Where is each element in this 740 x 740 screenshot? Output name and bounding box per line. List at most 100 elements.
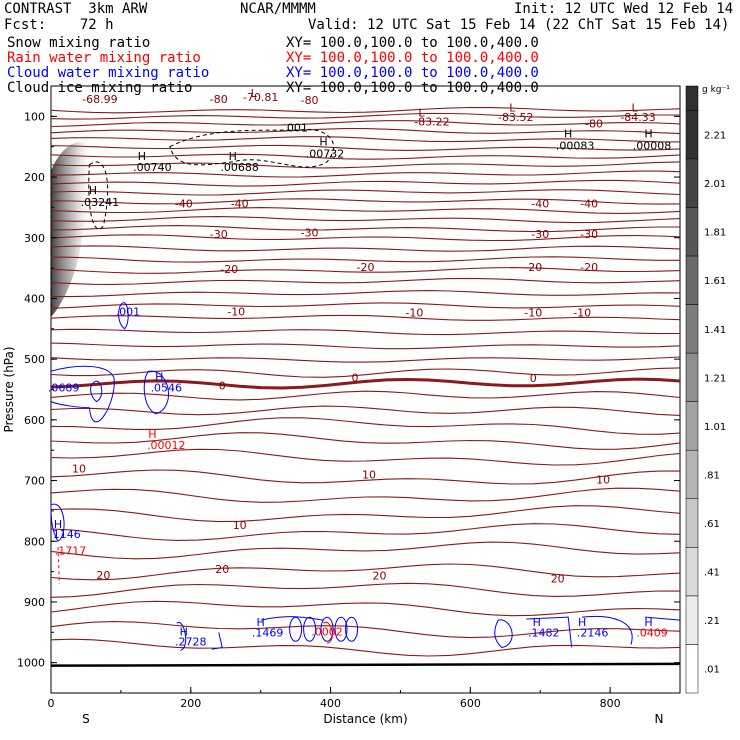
isotherm-line [50, 153, 681, 160]
isotherm-line [50, 189, 681, 196]
contour-label: 0 [352, 372, 359, 385]
cloud-water-contour [320, 616, 334, 642]
isotherm-line [50, 448, 681, 466]
isotherm-line [50, 638, 681, 657]
colorbar-label: 1.81 [704, 228, 726, 239]
isotherm-line [50, 314, 681, 321]
colorbar-label: .61 [704, 519, 720, 530]
contour-label: 10 [596, 474, 610, 487]
isotherm-line [50, 225, 680, 233]
contour-label: .001 [116, 305, 141, 318]
contour-label: L [418, 106, 425, 119]
contour-label: .00740 [133, 161, 172, 174]
isotherm-line [50, 277, 681, 285]
contour-label: 10 [233, 519, 247, 532]
isotherm-line [50, 432, 681, 450]
contour-label: -20 [580, 261, 598, 274]
x-axis-label: Distance (km) [323, 712, 407, 726]
colorbar-swatch [685, 449, 699, 500]
isotherm-line [50, 541, 681, 560]
colorbar-label: 1.21 [704, 373, 726, 384]
isotherm-line [50, 112, 680, 120]
contour-label: -20 [220, 263, 238, 276]
contour-label: -80 [585, 117, 603, 130]
contour-label: .0546 [151, 381, 183, 394]
colorbar-label: 1.01 [704, 422, 726, 433]
contour-label: -10 [524, 307, 542, 320]
isotherm-line [50, 621, 681, 639]
y-tick-label: 1000 [17, 657, 45, 670]
isotherm-line [50, 563, 681, 581]
contour-label: -84.33 [620, 111, 655, 124]
isotherm-line [50, 136, 681, 143]
isotherm-line [50, 179, 681, 187]
y-tick-label: 600 [24, 414, 45, 427]
contour-label: 20 [551, 573, 565, 586]
contour-label: 10 [72, 463, 86, 476]
contour-label: -40 [531, 197, 549, 210]
contour-label: -83.52 [498, 111, 533, 124]
contour-label: H [257, 616, 265, 629]
colorbar-label: 1.61 [704, 276, 726, 287]
contour-label: H [644, 128, 652, 141]
contour-label: -20 [357, 261, 375, 274]
cloud-water-contour [645, 616, 681, 621]
rain-contour [323, 621, 333, 644]
contour-label: -10 [227, 305, 245, 318]
cloud-water-contour [143, 370, 169, 415]
colorbar-swatch [685, 304, 699, 354]
cloud-water-contour [176, 622, 187, 651]
isotherm-line [50, 128, 681, 135]
y-axis-label: Pressure (hPa) [2, 346, 16, 432]
model-center: NCAR/MMMM [240, 1, 316, 17]
colorbar-label: 1.41 [704, 325, 726, 336]
colorbar-swatch [685, 547, 699, 597]
contour-label: 10 [362, 469, 376, 482]
contour-label: L [509, 101, 516, 114]
contour-label: H [533, 616, 541, 629]
contour-label: .1717 [55, 545, 87, 558]
contour-label: .1469 [252, 627, 284, 640]
contour-label: .00732 [306, 148, 345, 161]
isotherm-line [50, 161, 681, 169]
y-tick-label: 500 [24, 353, 45, 366]
contour-label: -10 [405, 307, 423, 320]
colorbar-label: .41 [704, 568, 720, 579]
contour-label: .2146 [577, 627, 609, 640]
cloud-water-contour [50, 365, 115, 423]
contour-label: 20 [372, 569, 386, 582]
contour-label: 20 [215, 563, 229, 576]
isotherm-line [50, 170, 681, 178]
colorbar-swatch [685, 498, 699, 548]
isotherm-line [50, 405, 681, 416]
contour-label: .1146 [49, 528, 81, 541]
contour-label: -80 [301, 94, 319, 107]
contour-label: L [632, 101, 639, 114]
contour-label: -40 [175, 197, 193, 210]
isotherm-line [50, 328, 681, 336]
x-tick-label: 0 [48, 697, 55, 710]
isotherm-line [50, 207, 681, 214]
contour-label: H [578, 616, 586, 629]
field-xy-cloud-water: XY= 100.0,100.0 to 100.0,400.0 [286, 65, 539, 81]
field-xy-rain: XY= 100.0,100.0 to 100.0,400.0 [286, 50, 539, 66]
ground-line [50, 662, 681, 667]
isotherm-line [50, 245, 681, 252]
contour-label: -30 [210, 228, 228, 241]
contour-label: L [251, 87, 258, 100]
x-end-label-south: S [82, 712, 90, 726]
contour-label: H [229, 150, 237, 163]
isotherm-line [50, 487, 681, 503]
isotherm-line [50, 120, 681, 128]
contour-label: 0 [530, 372, 537, 385]
cloud-water-contour [50, 503, 65, 542]
forecast-hour: Fcst: 72 h [4, 17, 114, 33]
isotherm-line [50, 290, 681, 298]
isotherm-line [50, 302, 681, 309]
cloud-water-contour [303, 616, 317, 642]
contour-label: .0002 [311, 625, 343, 638]
field-legend-snow: Snow mixing ratio [7, 35, 151, 51]
isotherm-line [50, 106, 681, 114]
colorbar-label: .01 [704, 665, 720, 676]
isotherm-line [50, 390, 681, 401]
